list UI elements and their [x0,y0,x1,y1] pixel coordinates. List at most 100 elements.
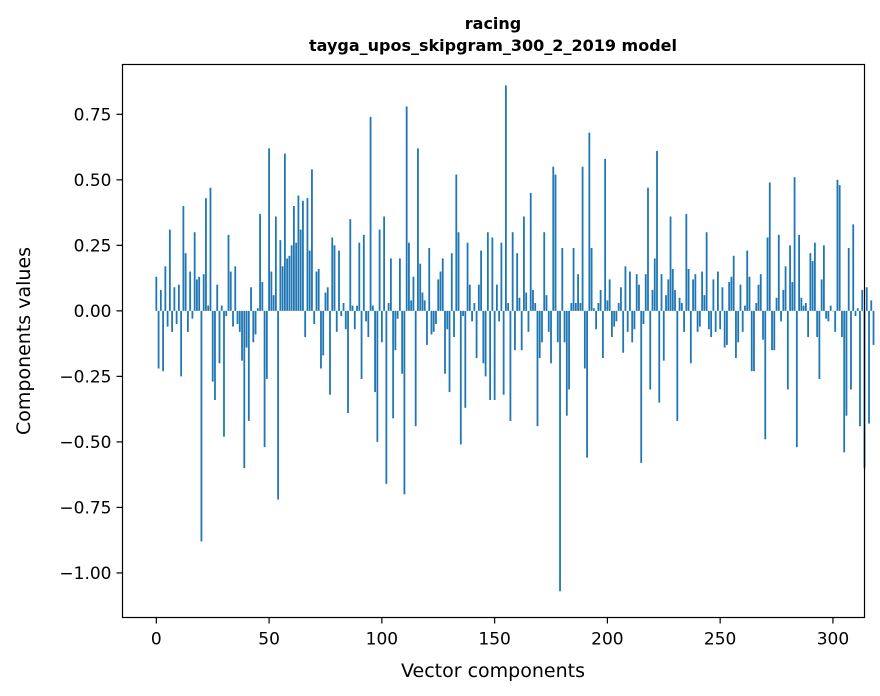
bar-160 [516,253,519,311]
bar-203 [613,310,616,327]
bar-49 [265,310,268,379]
bar-133 [455,174,458,311]
bar-73 [320,310,322,369]
bar-191 [586,310,588,458]
bar-85 [347,310,349,414]
bar-287 [802,305,805,311]
bar-289 [807,310,810,338]
bar-108 [399,258,401,311]
bar-153 [500,242,503,311]
bar-254 [728,282,731,311]
bar-67 [306,198,309,311]
x-axis-ticks: 0 50 100 150 200 250 300 [151,617,849,650]
bar-193 [590,247,593,311]
bar-237 [689,310,692,364]
bar-145 [482,310,485,364]
bar-179 [559,310,561,592]
plot-frame [121,63,866,619]
bar-55 [279,240,282,311]
bar-96 [371,305,374,311]
x-tick-label: 150 [478,630,510,650]
bar-186 [574,303,577,311]
bar-62 [295,242,298,311]
bar-151 [495,284,498,311]
bar-214 [638,284,640,311]
y-tick-label: 0.50 [74,171,112,191]
bar-106 [394,310,397,351]
bar-121 [428,247,431,311]
bar-275 [775,297,778,311]
bar-68 [308,250,311,311]
bar-110 [403,310,406,495]
y-tick-label: 0.75 [74,105,112,125]
bar-99 [378,229,381,311]
bar-280 [786,310,789,390]
bar-103 [387,303,390,311]
bar-265 [753,310,755,372]
bar-318 [872,310,875,345]
bar-176 [552,166,555,311]
bar-296 [823,245,825,311]
bar-95 [369,116,372,311]
bar-159 [514,310,516,351]
bar-190 [583,310,586,369]
y-tick-label: −1.00 [59,564,111,584]
bar-181 [563,310,566,343]
bar-188 [579,303,582,311]
bar-276 [777,234,780,311]
bar-140 [471,310,473,322]
bar-60 [290,245,293,311]
bar-40 [245,310,248,348]
bar-267 [757,284,760,311]
bar-138 [466,242,469,311]
bar-150 [493,310,496,400]
bar-52 [272,295,275,311]
bar-91 [360,310,363,379]
bar-129 [446,310,449,330]
bar-77 [329,310,331,395]
bar-189 [581,166,584,311]
bar-82 [340,310,343,317]
bar-20 [200,310,203,542]
bar-74 [322,310,325,356]
bar-34 [232,310,234,327]
bar-261 [744,305,746,311]
bar-13 [184,253,187,311]
bar-293 [816,310,819,338]
bar-258 [737,310,740,343]
bar-72 [317,268,320,311]
bar-231 [676,310,679,421]
bar-136 [462,310,464,317]
bar-26 [214,310,216,400]
bar-104 [389,258,392,311]
bar-45 [256,308,259,311]
bar-161 [518,297,521,311]
y-tick-label: −0.25 [59,367,111,387]
bar-290 [809,253,812,311]
bar-35 [234,266,237,311]
bar-105 [392,310,395,419]
bar-202 [611,310,613,338]
bar-152 [498,310,501,322]
y-axis-label: Components values [13,247,35,435]
bar-306 [845,310,848,416]
bar-313 [861,289,864,311]
bar-224 [660,274,663,311]
bar-180 [561,247,564,311]
bar-256 [732,255,735,311]
bar-147 [486,232,489,311]
bar-48 [263,310,266,448]
x-tick-label: 250 [704,630,736,650]
bar-234 [683,310,685,332]
bar-230 [674,289,676,311]
bar-38 [241,310,243,361]
bar-118 [421,292,424,311]
bar-112 [408,242,410,311]
bar-208 [624,266,627,311]
bar-197 [599,289,602,311]
bar-98 [376,310,379,442]
bar-21 [202,274,205,311]
bar-171 [541,310,543,343]
bar-259 [739,284,742,311]
bar-297 [825,310,828,319]
